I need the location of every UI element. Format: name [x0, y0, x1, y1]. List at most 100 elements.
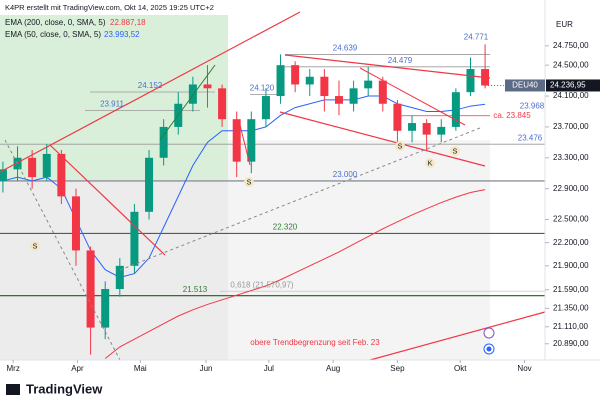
y-tick-label: 24.500,00 — [553, 60, 589, 69]
plot — [0, 44, 545, 359]
y-tick-label: 23.700,00 — [553, 122, 589, 131]
x-tick-label: Jun — [200, 364, 213, 373]
y-tick-label: 23.300,00 — [553, 153, 589, 162]
candle-body — [71, 196, 80, 251]
marker — [395, 141, 405, 151]
marker-label: S — [247, 179, 252, 186]
y-tick-label: 22.500,00 — [553, 215, 589, 224]
trend-line — [239, 124, 251, 166]
x-tick-label: Okt — [454, 364, 467, 373]
x-tick-label: Jul — [264, 364, 274, 373]
marker-label: S — [453, 148, 458, 155]
x-tick-label: Apr — [71, 364, 84, 373]
price-tag-label: 24.236,95 — [550, 81, 586, 90]
trend-line — [359, 67, 466, 126]
y-tick-label: 24.750,00 — [553, 41, 589, 50]
y-tick-label: 21.900,00 — [553, 261, 589, 270]
symbol-tag — [505, 79, 545, 92]
price-tag — [546, 79, 600, 92]
level-label: 23.968 — [520, 101, 545, 110]
candle-body — [349, 88, 358, 104]
y-tick-label: 24.100,00 — [553, 91, 589, 100]
trend-line — [369, 311, 546, 361]
trend-line — [49, 144, 166, 256]
trend-line — [119, 127, 481, 271]
level-label: 23.000 — [333, 170, 358, 179]
candle-body — [451, 92, 460, 127]
trend-line — [159, 64, 216, 141]
trend-note: obere Trendbegrenzung seit Feb. 23 — [250, 338, 380, 347]
x-tick-label: Mrz — [6, 364, 19, 373]
candle-body — [291, 65, 300, 85]
level-label: 24.479 — [388, 56, 413, 65]
event-icon-dot — [486, 346, 492, 352]
marker — [244, 177, 254, 187]
gray-zone — [228, 140, 490, 360]
trend-line — [284, 54, 491, 79]
x-tick-label: Mai — [134, 364, 147, 373]
candle-body — [232, 119, 241, 162]
x-tick-label: Nov — [517, 364, 531, 373]
level-label: 22.320 — [273, 223, 298, 232]
level-label: 24.120 — [250, 84, 275, 93]
candle-body — [42, 153, 51, 178]
y-tick-label: 22.900,00 — [553, 184, 589, 193]
ema-line — [2, 95, 486, 278]
x-tick-label: Aug — [326, 364, 340, 373]
x-tick-label: Sep — [390, 364, 405, 373]
ema-line — [104, 189, 486, 359]
legend-value: 22.887,18 — [110, 18, 146, 27]
credit: K4PR erstellt mit TradingView.com, Okt 1… — [5, 3, 214, 12]
trend-line — [279, 111, 486, 167]
currency: EUR — [556, 20, 573, 29]
candle-body — [28, 157, 37, 178]
candle-body — [422, 123, 431, 135]
candle-body — [0, 169, 7, 181]
symbol-label: DEU40 — [512, 81, 538, 90]
candle-body — [276, 65, 285, 97]
level-label: 24.152 — [138, 81, 163, 90]
candle-body — [466, 69, 475, 93]
candle-body — [334, 96, 343, 104]
candle-body — [86, 250, 95, 328]
y-tick-label: 20.890,00 — [553, 339, 589, 348]
candle-body — [261, 96, 270, 120]
price-axis — [545, 0, 600, 360]
marker — [30, 241, 40, 251]
marker-label: S — [398, 143, 403, 150]
marker-label: S — [33, 243, 38, 250]
candle-body — [247, 119, 256, 162]
candle-body — [57, 153, 66, 197]
candle-body — [159, 126, 168, 158]
y-tick-label: 22.200,00 — [553, 238, 589, 247]
marker-label: K — [428, 160, 433, 167]
candle-body — [203, 84, 212, 89]
candle-body — [305, 76, 314, 85]
level-label: 21.513 — [183, 285, 208, 294]
y-tick-label: 21.350,00 — [553, 303, 589, 312]
y-tick-label: 21.110,00 — [553, 322, 589, 331]
candle-body — [188, 84, 197, 104]
event-icon[interactable] — [483, 327, 495, 339]
trend-line — [4, 139, 121, 361]
level-label: ca. 23.845 — [493, 111, 531, 120]
marker — [425, 158, 435, 168]
level-label: 24.639 — [333, 44, 358, 53]
level-label: 23.911 — [100, 100, 124, 109]
candle-body — [115, 265, 124, 289]
candle-body — [101, 288, 110, 328]
fib-label: 0,618 (21.570,97) — [230, 280, 293, 289]
candle-body — [437, 126, 446, 135]
candle-body — [364, 80, 373, 89]
candle-body — [130, 211, 139, 266]
y-tick-label: 21.590,00 — [553, 285, 589, 294]
candle-body — [145, 157, 154, 212]
marker — [450, 146, 460, 156]
brand: TradingView — [26, 381, 103, 396]
legend-entry: EMA (50, close, 0, SMA, 5) — [5, 30, 101, 39]
candle-body — [320, 76, 329, 97]
brand-logo — [6, 384, 20, 395]
candle-body — [393, 103, 402, 131]
candle-body — [408, 123, 417, 131]
